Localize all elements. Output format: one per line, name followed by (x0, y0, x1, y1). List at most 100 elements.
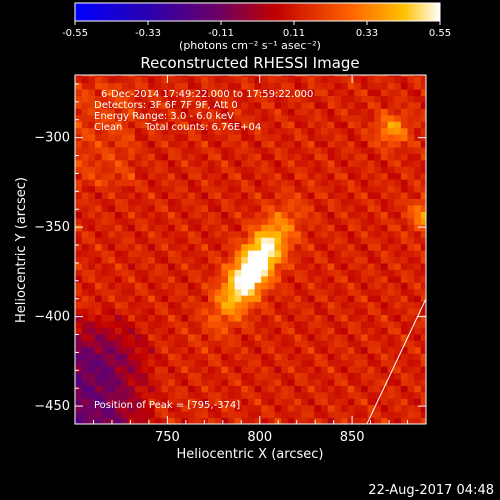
heatmap-cell (380, 211, 389, 219)
heatmap-cell (128, 340, 136, 348)
heatmap-cell (400, 237, 409, 245)
heatmap-cell (88, 121, 96, 129)
heatmap-cell (334, 301, 342, 309)
heatmap-cell (287, 76, 296, 84)
heatmap-cell (247, 262, 256, 270)
y-tick-label: −350 (34, 220, 70, 235)
heatmap-cell (274, 256, 282, 264)
heatmap-cell (75, 359, 83, 367)
heatmap-cell (261, 95, 269, 103)
heatmap-cell (75, 108, 83, 116)
heatmap-cell (380, 127, 389, 135)
heatmap-cell (114, 237, 123, 245)
heatmap-cell (261, 256, 269, 264)
heatmap-cell (314, 243, 322, 251)
heatmap-cell (228, 243, 236, 251)
heatmap-cell (101, 224, 109, 232)
heatmap-cell (274, 327, 282, 335)
heatmap-cell (374, 250, 382, 257)
heatmap-cell (95, 198, 103, 206)
heatmap-cell (354, 301, 362, 309)
heatmap-cell (420, 262, 426, 270)
heatmap-cell (114, 295, 123, 303)
heatmap-cell (387, 308, 395, 315)
heatmap-cell (121, 146, 129, 154)
heatmap-cell (354, 153, 362, 161)
heatmap-cell (247, 295, 256, 303)
heatmap-cell (394, 353, 402, 361)
heatmap-cell (108, 75, 116, 77)
heatmap-cell (154, 211, 163, 219)
heatmap-cell (347, 230, 355, 238)
heatmap-cell (301, 327, 309, 335)
heatmap-cell (321, 366, 329, 373)
heatmap-cell (214, 398, 222, 406)
heatmap-cell (334, 385, 342, 393)
heatmap-cell (400, 250, 409, 257)
heatmap-cell (188, 327, 196, 335)
heatmap-cell (367, 288, 375, 296)
heatmap-cell (134, 411, 143, 419)
heatmap-cell (367, 95, 375, 103)
heatmap-cell (407, 417, 415, 424)
heatmap-cell (101, 153, 109, 161)
heatmap-cell (134, 288, 143, 296)
heatmap-cell (394, 320, 402, 328)
heatmap-cell (194, 114, 202, 122)
heatmap-cell (81, 101, 89, 109)
heatmap-cell (414, 237, 422, 245)
heatmap-cell (321, 372, 329, 380)
heatmap-cell (108, 295, 116, 303)
heatmap-cell (254, 89, 262, 96)
heatmap-cell (307, 95, 316, 103)
heatmap-cell (168, 134, 176, 142)
heatmap-cell (141, 378, 149, 386)
heatmap-cell (174, 140, 183, 148)
heatmap-cell (261, 211, 269, 219)
heatmap-cell (294, 378, 302, 386)
heatmap-cell (174, 250, 183, 257)
heatmap-cell (321, 198, 329, 206)
heatmap-cell (154, 333, 163, 341)
heatmap-cell (114, 398, 123, 406)
heatmap-cell (374, 295, 382, 303)
heatmap-cell (108, 333, 116, 341)
heatmap-cell (400, 114, 409, 122)
heatmap-cell (181, 256, 189, 264)
heatmap-cell (201, 391, 209, 399)
heatmap-cell (168, 256, 176, 264)
heatmap-cell (234, 82, 242, 90)
heatmap-cell (294, 140, 302, 148)
heatmap-cell (374, 185, 382, 193)
heatmap-cell (221, 140, 229, 148)
heatmap-cell (341, 417, 349, 424)
heatmap-cell (287, 269, 296, 277)
heatmap-cell (114, 282, 123, 290)
heatmap-cell (254, 198, 262, 206)
heatmap-cell (380, 301, 389, 309)
heatmap-cell (380, 378, 389, 386)
heatmap-cell (287, 250, 296, 257)
heatmap-cell (327, 140, 335, 148)
heatmap-cell (301, 211, 309, 219)
heatmap-cell (95, 101, 103, 109)
heatmap-cell (261, 333, 269, 341)
heatmap-cell (327, 237, 335, 245)
heatmap-cell (234, 385, 242, 393)
heatmap-cell (281, 275, 289, 283)
heatmap-cell (194, 385, 202, 393)
heatmap-cell (254, 211, 262, 219)
heatmap-cell (247, 314, 256, 322)
heatmap-cell (354, 275, 362, 283)
heatmap-cell (188, 224, 196, 232)
heatmap-cell (208, 391, 216, 399)
heatmap-cell (88, 172, 96, 180)
heatmap-cell (88, 256, 96, 264)
heatmap-cell (221, 308, 229, 315)
heatmap-cell (307, 288, 316, 296)
heatmap-cell (114, 166, 123, 174)
heatmap-cell (294, 417, 302, 424)
heatmap-cell (420, 75, 426, 77)
heatmap-cell (281, 198, 289, 206)
